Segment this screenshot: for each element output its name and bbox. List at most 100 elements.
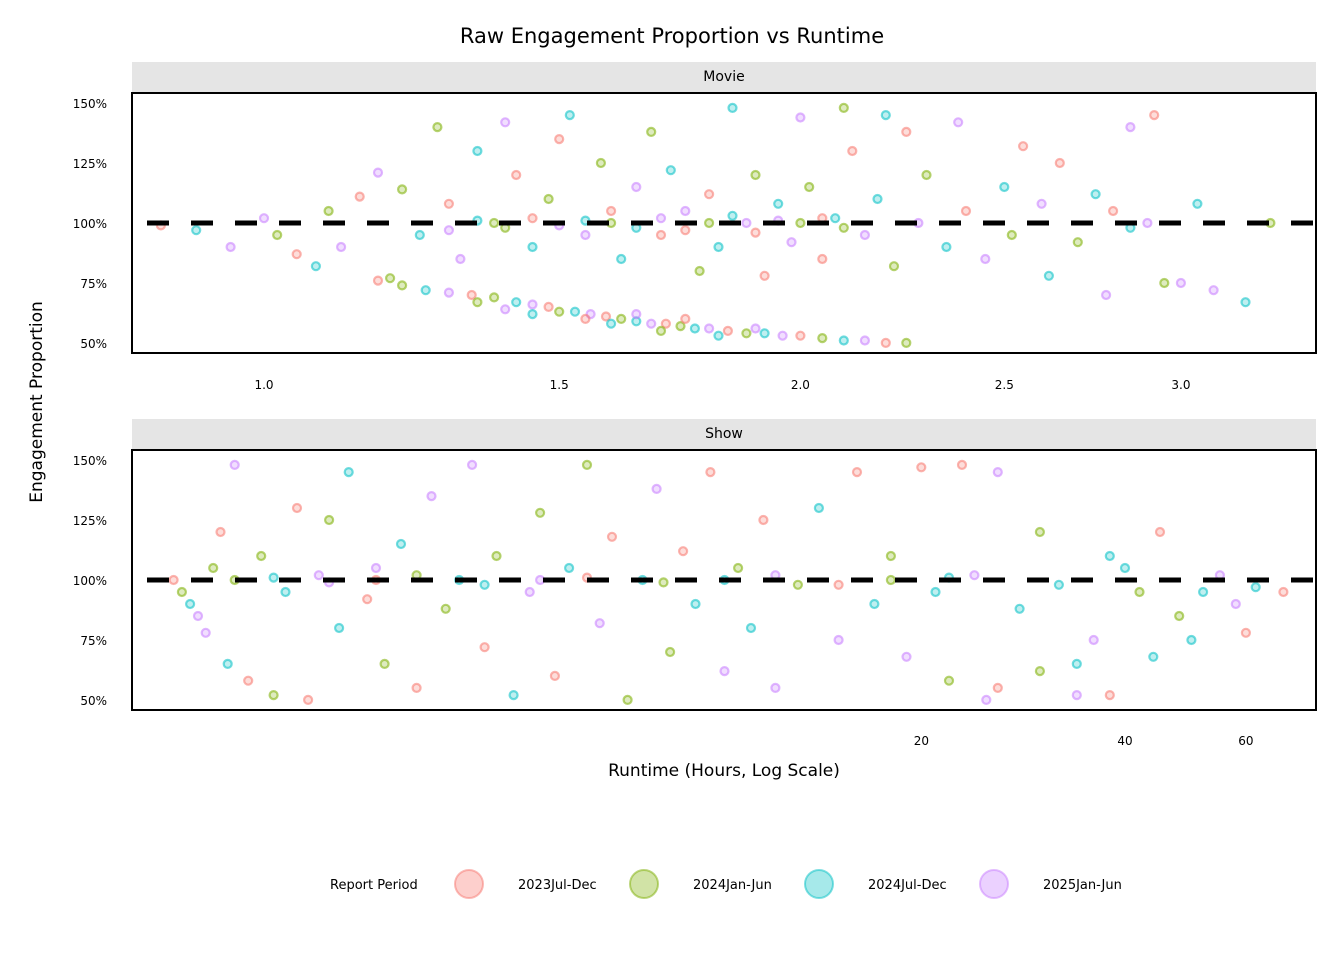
data-point <box>554 306 565 317</box>
data-point <box>1104 550 1115 562</box>
data-point <box>1208 285 1219 296</box>
y-tick-label: 50% <box>80 337 107 351</box>
data-point <box>631 309 642 320</box>
y-tick-label: 75% <box>80 277 107 291</box>
panel-border <box>131 449 1317 711</box>
legend-title: Report Period <box>330 878 418 893</box>
data-point <box>777 330 788 341</box>
data-point <box>467 459 478 470</box>
data-point <box>705 467 716 478</box>
data-point <box>222 658 233 670</box>
data-point <box>606 531 618 542</box>
data-point <box>631 181 642 193</box>
facet-strip <box>132 419 1316 449</box>
data-point <box>472 145 483 157</box>
data-point <box>885 550 897 562</box>
data-point <box>564 109 575 121</box>
data-point <box>901 337 912 348</box>
data-point <box>500 117 511 128</box>
data-point <box>727 102 738 114</box>
data-point <box>680 225 691 236</box>
data-point <box>930 586 941 598</box>
data-point <box>759 328 770 339</box>
data-point <box>472 297 483 308</box>
data-point <box>395 538 407 550</box>
facet-strip <box>132 62 1316 92</box>
data-point <box>258 213 270 224</box>
data-point <box>1149 109 1160 121</box>
data-point <box>443 225 454 236</box>
data-point <box>941 241 952 253</box>
legend: Report Period 2023Jul-Dec 2024Jan-Jun 2024… <box>330 869 1122 899</box>
data-point <box>943 675 955 686</box>
data-point <box>379 658 390 670</box>
legend-label: 2024Jan-Jun <box>693 878 772 893</box>
data-point <box>291 249 302 260</box>
data-point <box>773 198 784 209</box>
data-point <box>969 570 980 581</box>
data-point <box>534 507 546 518</box>
x-tick-label: 2.5 <box>995 378 1014 392</box>
data-point <box>313 570 324 581</box>
legend-item: 2024Jan-Jun <box>629 869 772 899</box>
data-point <box>921 169 932 181</box>
data-point <box>1107 205 1119 217</box>
data-point <box>690 598 701 610</box>
data-point <box>980 253 991 265</box>
data-point <box>901 126 912 137</box>
data-point <box>229 459 240 470</box>
data-point <box>830 213 841 224</box>
data-point <box>581 459 593 470</box>
chart-title: Raw Engagement Proportion vs Runtime <box>460 24 884 48</box>
data-point <box>343 467 354 478</box>
data-point <box>1100 289 1112 301</box>
data-point <box>750 323 761 334</box>
data-point <box>215 526 226 538</box>
data-point <box>563 562 575 574</box>
data-point <box>732 562 744 574</box>
data-point <box>901 651 912 662</box>
y-tick-label: 100% <box>73 574 107 588</box>
data-point <box>605 318 617 329</box>
data-point <box>727 210 738 221</box>
data-point <box>616 253 627 265</box>
data-point <box>489 217 500 229</box>
facet-strip-label: Movie <box>703 69 744 85</box>
data-point <box>1088 634 1099 646</box>
data-point <box>713 241 724 253</box>
x-axis-label: Runtime (Hours, Log Scale) <box>608 761 840 781</box>
data-point <box>981 694 992 706</box>
x-tick-label: 60 <box>1238 734 1253 748</box>
data-point <box>397 184 408 195</box>
data-point <box>953 117 964 128</box>
data-point <box>758 514 769 526</box>
data-point <box>1154 526 1166 538</box>
y-axis-label: Engagement Proportion <box>27 301 47 503</box>
data-point <box>1054 157 1065 169</box>
data-point <box>833 579 844 590</box>
panel-border <box>131 92 1317 354</box>
data-point <box>750 169 761 181</box>
legend-swatch <box>629 869 659 899</box>
data-point <box>664 646 676 658</box>
data-point <box>916 462 927 473</box>
data-point <box>655 213 667 224</box>
data-point <box>745 622 757 634</box>
data-point <box>646 126 657 137</box>
data-point <box>291 502 303 514</box>
data-point <box>336 241 347 253</box>
data-point <box>1250 582 1261 593</box>
legend-item: 2025Jan-Jun <box>979 869 1122 899</box>
panel-movie: Movie 50% 75% 100% 125% 150% 1.0 1.5 2.0 2.5 3.0 <box>73 62 1317 392</box>
legend-label: 2024Jul-Dec <box>868 878 947 893</box>
data-point <box>432 121 443 133</box>
data-point <box>489 292 500 303</box>
data-point <box>1142 217 1153 229</box>
data-point <box>1240 297 1251 308</box>
data-point <box>268 572 279 583</box>
data-point <box>527 241 538 253</box>
data-point <box>646 318 657 329</box>
data-point <box>543 193 554 205</box>
data-point <box>491 550 502 562</box>
